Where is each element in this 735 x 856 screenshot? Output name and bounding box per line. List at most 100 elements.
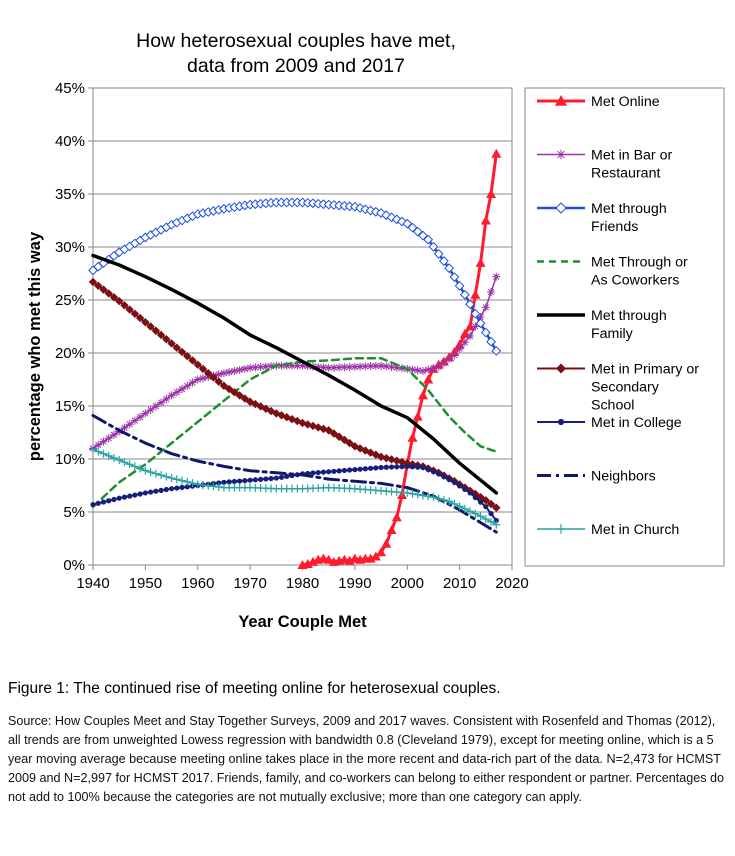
data-point bbox=[221, 479, 227, 485]
legend-label: Met through bbox=[591, 201, 667, 217]
data-point bbox=[111, 496, 117, 503]
data-point bbox=[340, 363, 349, 372]
data-point bbox=[104, 289, 113, 298]
data-point bbox=[99, 285, 108, 294]
data-point bbox=[320, 469, 327, 475]
data-point bbox=[430, 469, 437, 475]
data-point bbox=[214, 370, 223, 379]
data-point bbox=[240, 364, 249, 373]
data-point bbox=[335, 363, 344, 372]
data-point bbox=[477, 499, 484, 505]
data-point bbox=[475, 318, 486, 329]
data-point bbox=[467, 490, 473, 496]
legend-label: Neighbors bbox=[591, 469, 656, 485]
data-point bbox=[167, 339, 176, 348]
data-point bbox=[444, 263, 455, 274]
data-point bbox=[386, 525, 397, 535]
x-tick-label: 2010 bbox=[443, 575, 476, 592]
data-point bbox=[157, 398, 166, 407]
data-point bbox=[409, 464, 416, 470]
data-point bbox=[329, 363, 338, 372]
data-point bbox=[90, 501, 96, 508]
data-point bbox=[116, 495, 122, 501]
data-point bbox=[429, 364, 438, 373]
data-point bbox=[471, 322, 480, 331]
legend-label: Met in Primary or bbox=[591, 362, 699, 378]
y-tick-label: 20% bbox=[55, 345, 85, 362]
data-point bbox=[214, 377, 223, 386]
data-point bbox=[388, 464, 395, 470]
data-point bbox=[476, 512, 485, 521]
data-point bbox=[336, 468, 342, 474]
data-point bbox=[352, 467, 358, 473]
data-point bbox=[476, 312, 485, 321]
data-point bbox=[383, 464, 389, 470]
x-axis-ticks: 1940 1950 1960 1970 1980 1990 2000 2010 2020 bbox=[76, 565, 529, 592]
data-point bbox=[412, 411, 423, 421]
series-met-in-church bbox=[89, 445, 501, 529]
data-point bbox=[556, 524, 566, 534]
data-point bbox=[465, 321, 476, 331]
x-tick-label: 1950 bbox=[129, 575, 162, 592]
data-point bbox=[376, 547, 387, 557]
data-point bbox=[451, 479, 457, 485]
data-point bbox=[424, 365, 433, 374]
x-tick-label: 1940 bbox=[76, 575, 109, 592]
data-point bbox=[491, 345, 502, 356]
data-point bbox=[121, 494, 128, 500]
data-point bbox=[188, 378, 197, 387]
data-point bbox=[436, 471, 442, 477]
y-tick-label: 0% bbox=[63, 557, 85, 574]
data-point bbox=[412, 226, 423, 237]
figure-caption: Figure 1: The continued rise of meeting … bbox=[8, 680, 501, 697]
data-point bbox=[120, 423, 129, 432]
data-point bbox=[141, 318, 150, 327]
y-axis-ticks: 0% 5% 10% 15% 20% 25% 30% 35% 40% 45% bbox=[55, 80, 93, 574]
data-point bbox=[162, 395, 171, 404]
data-point bbox=[357, 466, 363, 472]
chart: How heterosexual couples have met, data f… bbox=[26, 30, 725, 631]
data-point bbox=[356, 362, 365, 371]
data-point bbox=[183, 381, 192, 390]
data-point bbox=[179, 484, 185, 491]
data-point bbox=[445, 497, 454, 506]
legend-entry: Neighbors bbox=[537, 469, 656, 485]
data-point bbox=[109, 293, 119, 302]
data-point bbox=[151, 402, 160, 411]
data-point bbox=[153, 488, 159, 494]
data-point bbox=[251, 363, 260, 372]
data-point bbox=[158, 487, 164, 493]
data-point bbox=[184, 484, 190, 490]
legend-label: Met in Bar or bbox=[591, 148, 672, 164]
data-point bbox=[403, 488, 412, 497]
data-point bbox=[472, 494, 478, 501]
data-point bbox=[109, 430, 118, 439]
y-tick-label: 10% bbox=[55, 451, 85, 468]
data-point bbox=[277, 361, 286, 370]
data-point bbox=[492, 520, 501, 529]
data-point bbox=[151, 469, 160, 478]
series-met-in-primary-or-secondary-school bbox=[88, 277, 501, 512]
data-point bbox=[198, 374, 207, 383]
data-point bbox=[168, 486, 175, 492]
x-tick-label: 2020 bbox=[495, 575, 528, 592]
data-point bbox=[246, 363, 255, 372]
data-point bbox=[315, 469, 321, 476]
data-point bbox=[293, 361, 302, 370]
data-point bbox=[434, 494, 443, 503]
data-point bbox=[324, 363, 333, 372]
data-point bbox=[408, 489, 417, 498]
data-point bbox=[392, 363, 401, 372]
legend-label: Restaurant bbox=[591, 166, 660, 182]
data-point bbox=[377, 361, 386, 370]
data-point bbox=[256, 362, 265, 371]
data-point bbox=[247, 477, 253, 483]
chart-title-line: data from 2009 and 2017 bbox=[187, 55, 405, 77]
data-point bbox=[230, 388, 239, 397]
data-point bbox=[459, 289, 470, 300]
data-point bbox=[172, 388, 181, 397]
data-point bbox=[183, 477, 192, 486]
data-point bbox=[148, 489, 154, 495]
data-point bbox=[331, 468, 337, 474]
data-point bbox=[137, 491, 143, 497]
